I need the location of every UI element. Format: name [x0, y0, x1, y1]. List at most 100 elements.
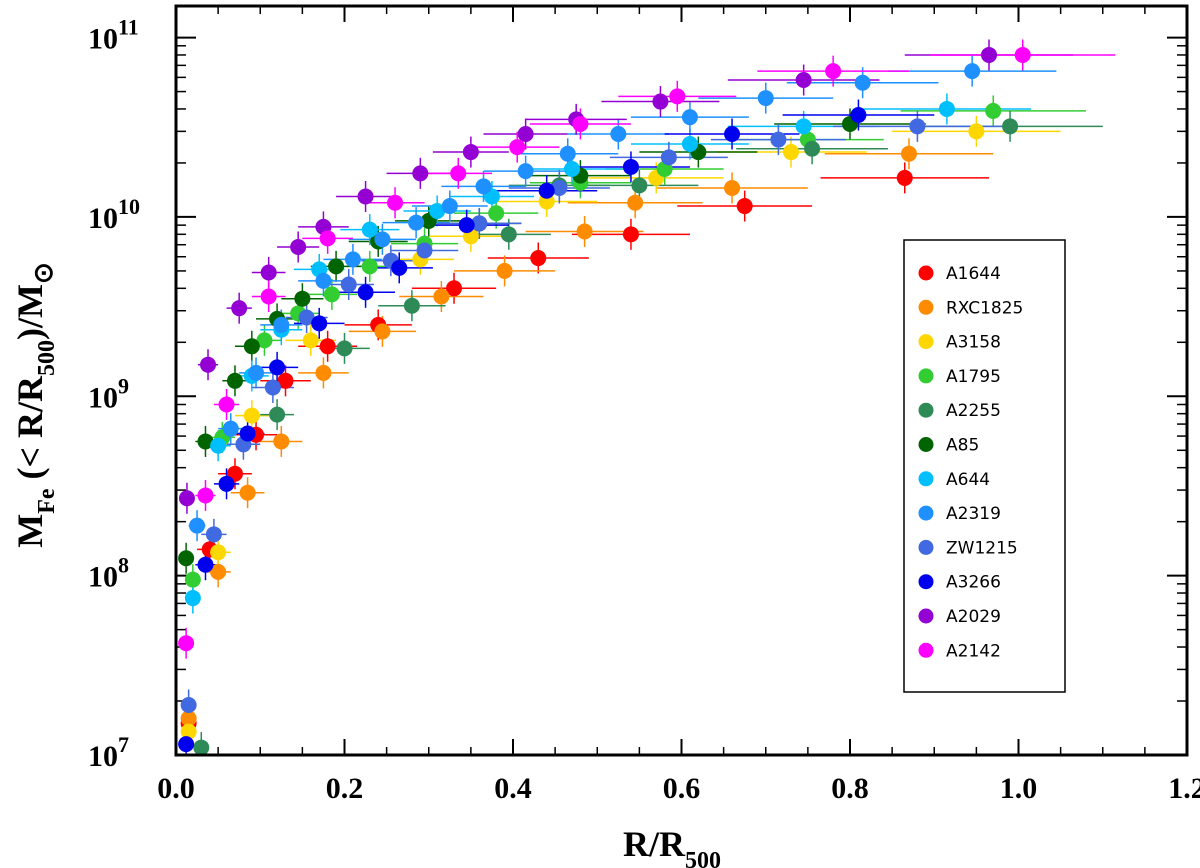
- legend-marker: [918, 368, 934, 384]
- data-point: [178, 635, 195, 652]
- data-point: [900, 145, 917, 162]
- data-point: [210, 544, 227, 561]
- legend-label: A3158: [946, 333, 1001, 353]
- data-point: [724, 179, 741, 196]
- data-point: [429, 202, 446, 219]
- data-point: [193, 739, 210, 756]
- legend-marker: [918, 402, 934, 418]
- data-point: [374, 231, 391, 248]
- x-tick-labels: 0.0 0.2 0.4 0.6 0.8 1.0 1.2: [157, 772, 1200, 805]
- legend-label: A2319: [946, 504, 1001, 524]
- data-point: [471, 215, 488, 232]
- data-point: [319, 338, 336, 355]
- data-point: [239, 484, 256, 501]
- data-point: [189, 517, 206, 534]
- data-point: [622, 226, 639, 243]
- data-point: [260, 288, 277, 305]
- data-point: [178, 490, 195, 507]
- data-point: [622, 158, 639, 175]
- data-point: [660, 149, 677, 166]
- data-point: [450, 165, 467, 182]
- legend-marker: [918, 505, 934, 521]
- data-point: [458, 217, 475, 234]
- data-point: [344, 251, 361, 268]
- data-point: [559, 145, 576, 162]
- data-point: [441, 198, 458, 215]
- data-point: [260, 264, 277, 281]
- axis-ticks: [175, 6, 1188, 756]
- data-point: [572, 115, 589, 132]
- data-point: [210, 437, 227, 454]
- data-point: [361, 258, 378, 275]
- data-point: [757, 90, 774, 107]
- data-point: [850, 107, 867, 124]
- plot-frame: [174, 4, 1189, 757]
- data-point: [197, 487, 214, 504]
- data-point: [496, 262, 513, 279]
- x-tick-label: 0.8: [831, 772, 869, 805]
- data-point: [218, 475, 235, 492]
- data-point: [277, 372, 294, 389]
- data-point: [197, 433, 214, 450]
- data-point: [205, 526, 222, 543]
- data-point: [475, 178, 492, 195]
- data-point: [315, 272, 332, 289]
- data-point: [290, 238, 307, 255]
- data-point: [403, 297, 420, 314]
- data-point: [408, 214, 425, 231]
- legend-marker: [918, 437, 934, 452]
- data-point: [854, 74, 871, 91]
- data-point: [412, 165, 429, 182]
- data-point: [433, 288, 450, 305]
- legend: A1644 RXC1825 A3158 A1795 A2255 A85 A644 A2319 Z…: [903, 239, 1066, 693]
- data-point: [488, 205, 505, 222]
- x-tick-label: 0.6: [663, 772, 701, 805]
- data-point: [500, 226, 517, 243]
- data-point: [446, 280, 463, 297]
- data-point: [243, 338, 260, 355]
- data-point: [387, 194, 404, 211]
- data-point: [610, 126, 627, 143]
- data-point: [551, 179, 568, 196]
- data-point: [361, 221, 378, 238]
- data-point: [273, 316, 290, 333]
- data-point: [323, 286, 340, 303]
- y-tick-labels: 107 108 109 1010 1011: [88, 15, 140, 773]
- x-axis-title: R/R500: [623, 824, 721, 868]
- legend-marker: [918, 265, 934, 281]
- data-point: [210, 563, 227, 580]
- data-point: [226, 372, 243, 389]
- data-point: [178, 550, 195, 567]
- data-point: [180, 697, 197, 714]
- data-point: [938, 100, 955, 117]
- legend-marker: [918, 574, 934, 590]
- data-point: [563, 161, 580, 178]
- data-point: [200, 356, 217, 373]
- data-point: [530, 250, 547, 267]
- data-point: [218, 396, 235, 413]
- data-point: [795, 72, 812, 89]
- legend-label: A85: [946, 436, 979, 456]
- x-tick-label: 0.0: [157, 772, 195, 805]
- data-point: [231, 300, 248, 317]
- data-point: [669, 88, 686, 105]
- data-point: [243, 407, 260, 424]
- x-tick-label: 0.2: [326, 772, 364, 805]
- data-point: [795, 118, 812, 135]
- data-point: [576, 223, 593, 240]
- data-point: [770, 131, 787, 148]
- data-point: [416, 242, 433, 259]
- data-point: [517, 163, 534, 180]
- legend-marker: [918, 471, 934, 487]
- legend-marker: [918, 299, 934, 315]
- data-point: [184, 590, 201, 607]
- data-point: [681, 109, 698, 126]
- data-points: [178, 46, 1031, 756]
- data-point: [981, 46, 998, 63]
- data-point: [517, 126, 534, 143]
- data-point: [197, 556, 214, 573]
- y-tick-label: 109: [88, 373, 129, 414]
- data-point: [336, 340, 353, 357]
- data-point: [968, 123, 985, 140]
